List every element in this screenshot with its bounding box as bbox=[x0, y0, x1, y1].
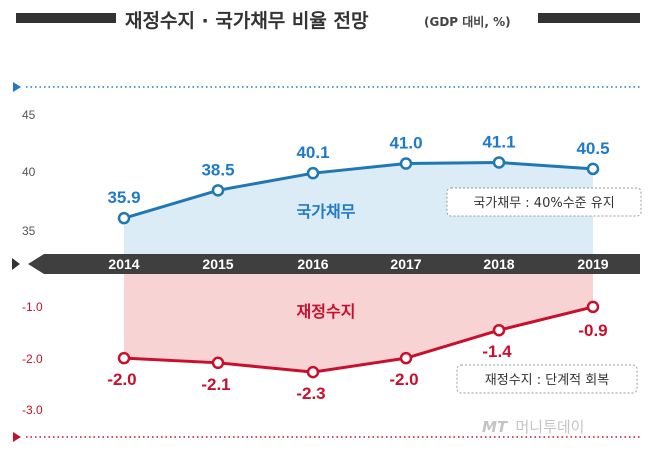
deficit-value-2015: -2.1 bbox=[201, 375, 230, 394]
title-bar-right bbox=[538, 13, 640, 23]
year-labels: 2014 2015 2016 2017 2018 2019 bbox=[108, 256, 608, 272]
deficit-area-label: 재정수지 bbox=[297, 302, 356, 321]
year-label-2015: 2015 bbox=[202, 256, 233, 272]
title-bar-left bbox=[16, 13, 116, 23]
deficit-value-2016: -2.3 bbox=[296, 384, 325, 403]
debt-note: 국가채무 : 40%수준 유지 bbox=[473, 196, 614, 211]
year-label-2017: 2017 bbox=[390, 256, 421, 272]
year-band bbox=[28, 254, 640, 274]
bottom-marker bbox=[13, 432, 21, 442]
y-tick-neg2: -2.0 bbox=[22, 352, 43, 366]
debt-point-2017 bbox=[399, 157, 413, 170]
deficit-y-axis: -1.0 -2.0 -3.0 bbox=[22, 300, 43, 417]
debt-point-2016 bbox=[306, 166, 320, 180]
deficit-note-box bbox=[456, 364, 638, 394]
debt-value-2014: 35.9 bbox=[107, 188, 140, 207]
debt-point-2019 bbox=[586, 162, 600, 176]
debt-value-2017: 41.0 bbox=[389, 134, 422, 153]
deficit-points bbox=[117, 300, 600, 379]
watermark-name: 머니투데이 bbox=[515, 418, 584, 436]
deficit-note: 재정수지 : 단계적 회복 bbox=[485, 373, 609, 388]
deficit-point-2018 bbox=[492, 323, 506, 337]
debt-points bbox=[117, 156, 600, 225]
deficit-value-labels: -2.0 -2.1 -2.3 -2.0 -1.4 -0.9 bbox=[107, 321, 607, 403]
deficit-value-2017: -2.0 bbox=[389, 370, 418, 389]
year-band-marker bbox=[12, 258, 20, 270]
debt-value-2015: 38.5 bbox=[201, 160, 234, 179]
deficit-point-2019 bbox=[586, 300, 600, 314]
year-label-2019: 2019 bbox=[577, 256, 608, 272]
y-tick-35: 35 bbox=[22, 224, 36, 238]
deficit-point-2015 bbox=[211, 356, 225, 370]
debt-value-labels: 35.9 38.5 40.1 41.0 41.1 40.5 bbox=[107, 132, 609, 207]
y-tick-neg3: -3.0 bbox=[22, 403, 43, 417]
watermark-brand: MT bbox=[482, 418, 509, 436]
y-tick-neg1: -1.0 bbox=[22, 300, 43, 314]
deficit-area bbox=[124, 274, 593, 373]
deficit-value-2018: -1.4 bbox=[482, 342, 512, 361]
deficit-line bbox=[123, 305, 594, 374]
debt-area bbox=[124, 162, 593, 254]
debt-point-2018 bbox=[492, 156, 506, 169]
deficit-point-2016 bbox=[306, 365, 320, 379]
chart-title: 재정수지 · 국가채무 비율 전망 bbox=[125, 10, 369, 32]
deficit-value-2014: -2.0 bbox=[107, 370, 136, 389]
debt-value-2016: 40.1 bbox=[296, 143, 329, 162]
debt-area-label: 국가채무 bbox=[297, 202, 356, 221]
debt-value-2018: 41.1 bbox=[482, 132, 515, 151]
y-tick-40: 40 bbox=[22, 165, 36, 179]
debt-point-2015 bbox=[211, 184, 225, 197]
debt-point-2014 bbox=[117, 211, 131, 225]
debt-note-box bbox=[446, 187, 642, 217]
y-tick-45: 45 bbox=[22, 108, 36, 122]
year-label-2018: 2018 bbox=[483, 256, 514, 272]
deficit-point-2014 bbox=[117, 351, 131, 365]
top-marker bbox=[13, 82, 21, 92]
year-label-2016: 2016 bbox=[297, 256, 328, 272]
chart-unit: (GDP 대비, %) bbox=[424, 14, 511, 29]
debt-line bbox=[123, 160, 594, 220]
watermark: MT 머니투데이 bbox=[482, 418, 585, 436]
year-label-2014: 2014 bbox=[108, 256, 139, 272]
deficit-point-2017 bbox=[399, 351, 413, 365]
deficit-value-2019: -0.9 bbox=[578, 321, 607, 340]
debt-value-2019: 40.5 bbox=[576, 139, 609, 158]
debt-y-axis: 45 40 35 bbox=[22, 108, 36, 238]
